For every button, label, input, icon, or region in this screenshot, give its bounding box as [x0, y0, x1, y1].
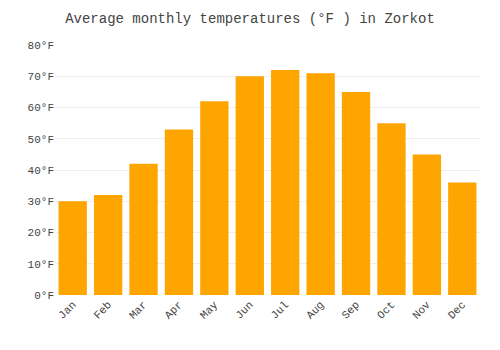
svg-text:Oct: Oct	[375, 299, 397, 321]
svg-text:Feb: Feb	[92, 299, 114, 321]
svg-text:Jul: Jul	[269, 299, 291, 321]
svg-text:Nov: Nov	[410, 299, 433, 322]
svg-text:Jan: Jan	[56, 299, 78, 321]
svg-text:Jun: Jun	[233, 299, 255, 321]
svg-text:30°F: 30°F	[28, 196, 54, 208]
svg-text:80°F: 80°F	[28, 40, 54, 52]
svg-text:60°F: 60°F	[28, 102, 54, 114]
svg-text:Sep: Sep	[340, 299, 362, 321]
svg-text:0°F: 0°F	[34, 290, 54, 302]
svg-text:70°F: 70°F	[28, 71, 54, 83]
svg-text:Aug: Aug	[304, 299, 326, 321]
svg-text:10°F: 10°F	[28, 259, 54, 271]
svg-text:50°F: 50°F	[28, 134, 54, 146]
svg-text:20°F: 20°F	[28, 227, 54, 239]
svg-text:40°F: 40°F	[28, 165, 54, 177]
svg-text:Average monthly temperatures (: Average monthly temperatures (°F ) in Zo…	[65, 11, 435, 27]
svg-text:Dec: Dec	[446, 299, 468, 321]
svg-text:Apr: Apr	[162, 299, 184, 321]
svg-text:May: May	[198, 299, 221, 322]
svg-text:Mar: Mar	[127, 299, 149, 321]
